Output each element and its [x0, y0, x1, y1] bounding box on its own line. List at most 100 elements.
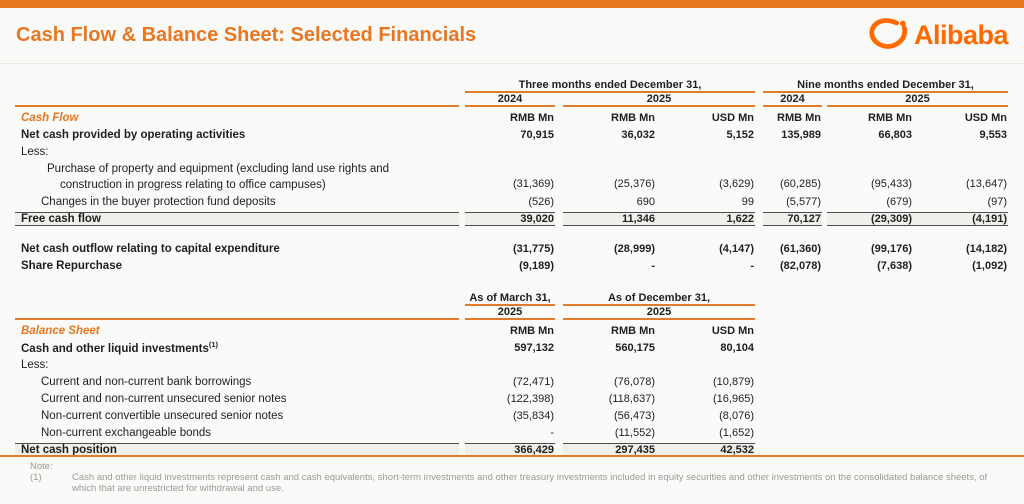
- row-label: Current and non-current bank borrowings: [41, 375, 252, 388]
- cell-value: (97): [987, 195, 1007, 208]
- footnotes: Note: (1) Cash and other liquid investme…: [30, 461, 990, 494]
- row-less: Less:: [15, 356, 1009, 373]
- row-label: Less:: [21, 145, 49, 158]
- row-label: Net cash outflow relating to capital exp…: [21, 242, 280, 255]
- footnote-marker: (1): [208, 340, 219, 350]
- cell-value: (29,309): [871, 212, 912, 225]
- year-header: 2024: [465, 93, 555, 107]
- row-purchase-property-equipment: Purchase of property and equipment (excl…: [15, 160, 1009, 193]
- row-label: Net cash provided by operating activitie…: [21, 128, 246, 141]
- row-free-cash-flow: Free cash flow 39,020 11,346 1,622 70,12…: [15, 210, 1009, 227]
- cashflow-year-header-row: 2024 2025 2024 2025: [15, 93, 1009, 108]
- cell-value: (3,629): [719, 178, 754, 190]
- cell-value: (122,398): [506, 392, 554, 405]
- year-header: 2025: [465, 306, 555, 320]
- row-label: Non-current convertible unsecured senior…: [41, 409, 284, 422]
- alibaba-smile-icon: [868, 17, 910, 55]
- cell-value: (679): [886, 195, 912, 208]
- row-label: Cash and other liquid investments(1): [21, 340, 219, 355]
- cell-value: 11,346: [621, 212, 655, 225]
- row-label-line1: Purchase of property and equipment (excl…: [47, 163, 390, 175]
- cell-value: (76,078): [614, 375, 655, 388]
- cell-value: 5,152: [726, 128, 754, 141]
- cell-value: -: [750, 259, 754, 272]
- column-group-nine-months: Nine months ended December 31,: [763, 79, 1008, 93]
- unit-header: RMB Mn: [510, 325, 554, 337]
- row-label: Less:: [21, 358, 49, 371]
- alibaba-logo: Alibaba: [868, 17, 1009, 55]
- unit-header: RMB Mn: [510, 112, 554, 124]
- cell-value: 66,803: [878, 128, 912, 141]
- cell-value: 690: [636, 195, 655, 208]
- cell-value: 597,132: [514, 341, 554, 354]
- balancesheet-units-header-row: Balance Sheet RMB Mn RMB Mn USD Mn: [15, 321, 1009, 339]
- footnote-text: Cash and other liquid investments repres…: [72, 472, 988, 494]
- cell-value: (7,638): [877, 259, 912, 272]
- cell-value: (56,473): [614, 409, 655, 422]
- year-header: 2024: [763, 93, 822, 107]
- cell-value: (35,834): [513, 409, 554, 422]
- slide-header: Cash Flow & Balance Sheet: Selected Fina…: [0, 8, 1024, 64]
- column-group-three-months: Three months ended December 31,: [465, 79, 755, 93]
- year-header: 2025: [827, 93, 1008, 107]
- row-capex-outflow: Net cash outflow relating to capital exp…: [15, 240, 1009, 257]
- cell-value: (82,078): [780, 259, 821, 272]
- cell-value: (5,577): [786, 195, 821, 208]
- alibaba-logo-text: Alibaba: [913, 20, 1009, 50]
- balance-sheet-table: As of March 31, As of December 31, 2025 …: [15, 292, 1009, 458]
- cell-value: (11,552): [614, 426, 655, 439]
- column-group-as-of-march: As of March 31,: [465, 292, 555, 306]
- row-exchangeable-bonds: Non-current exchangeable bonds - (11,552…: [15, 424, 1009, 441]
- year-header: 2025: [563, 93, 755, 107]
- row-unsecured-senior-notes: Current and non-current unsecured senior…: [15, 390, 1009, 407]
- footnote-1: (1) Cash and other liquid investments re…: [30, 472, 990, 494]
- cell-value: 9,553: [979, 128, 1007, 141]
- row-bank-borrowings: Current and non-current bank borrowings …: [15, 373, 1009, 390]
- row-buyer-protection-deposits: Changes in the buyer protection fund dep…: [15, 193, 1009, 210]
- row-label: Current and non-current unsecured senior…: [41, 392, 287, 405]
- row-label: Changes in the buyer protection fund dep…: [41, 195, 276, 208]
- row-label: Share Repurchase: [21, 259, 122, 272]
- row-convertible-senior-notes: Non-current convertible unsecured senior…: [15, 407, 1009, 424]
- cell-value: 39,020: [465, 211, 555, 226]
- cell-value: (118,637): [608, 392, 655, 405]
- row-less: Less:: [15, 143, 1009, 160]
- cell-value: 70,127: [763, 211, 822, 226]
- cell-value: (95,433): [871, 178, 912, 190]
- footnote-number: (1): [30, 472, 42, 483]
- row-liquid-investments: Cash and other liquid investments(1) 597…: [15, 339, 1009, 356]
- cell-value: 560,175: [615, 341, 655, 354]
- cell-value: (4,191): [972, 212, 1007, 225]
- cash-flow-table: Three months ended December 31, Nine mon…: [15, 79, 1009, 274]
- cell-value: (526): [528, 195, 554, 208]
- cell-value: 1,622: [726, 212, 754, 225]
- column-group-as-of-december: As of December 31,: [563, 292, 755, 306]
- cell-value: 135,989: [781, 128, 821, 141]
- cell-value: (14,182): [966, 242, 1007, 255]
- cell-value: (31,775): [513, 242, 554, 255]
- cell-value: (60,285): [780, 178, 821, 190]
- cell-value: (28,999): [614, 242, 655, 255]
- cell-value: (25,376): [614, 178, 655, 190]
- row-share-repurchase: Share Repurchase (9,189) - - (82,078) (7…: [15, 257, 1009, 274]
- unit-header: RMB Mn: [777, 112, 821, 124]
- cell-value: (10,879): [713, 375, 754, 388]
- row-operating-activities: Net cash provided by operating activitie…: [15, 126, 1009, 143]
- unit-header: RMB Mn: [868, 112, 912, 124]
- cell-value: -: [651, 259, 655, 272]
- unit-header: USD Mn: [711, 112, 754, 124]
- cell-value: (13,647): [966, 178, 1007, 190]
- cell-value: -: [550, 426, 554, 439]
- cell-value: (99,176): [871, 242, 912, 255]
- cell-value: 297,435: [615, 443, 655, 456]
- unit-header: USD Mn: [711, 325, 754, 337]
- note-label: Note:: [30, 461, 53, 472]
- cell-value: (72,471): [513, 375, 554, 388]
- row-label-line2: construction in progress relating to off…: [60, 179, 326, 191]
- cashflow-units-header-row: Cash Flow RMB Mn RMB Mn USD Mn RMB Mn RM…: [15, 108, 1009, 126]
- cell-value: (1,652): [719, 426, 754, 439]
- year-header: 2025: [563, 306, 755, 320]
- cell-value: (1,092): [972, 259, 1007, 272]
- unit-header: RMB Mn: [611, 325, 655, 337]
- unit-header: RMB Mn: [611, 112, 655, 124]
